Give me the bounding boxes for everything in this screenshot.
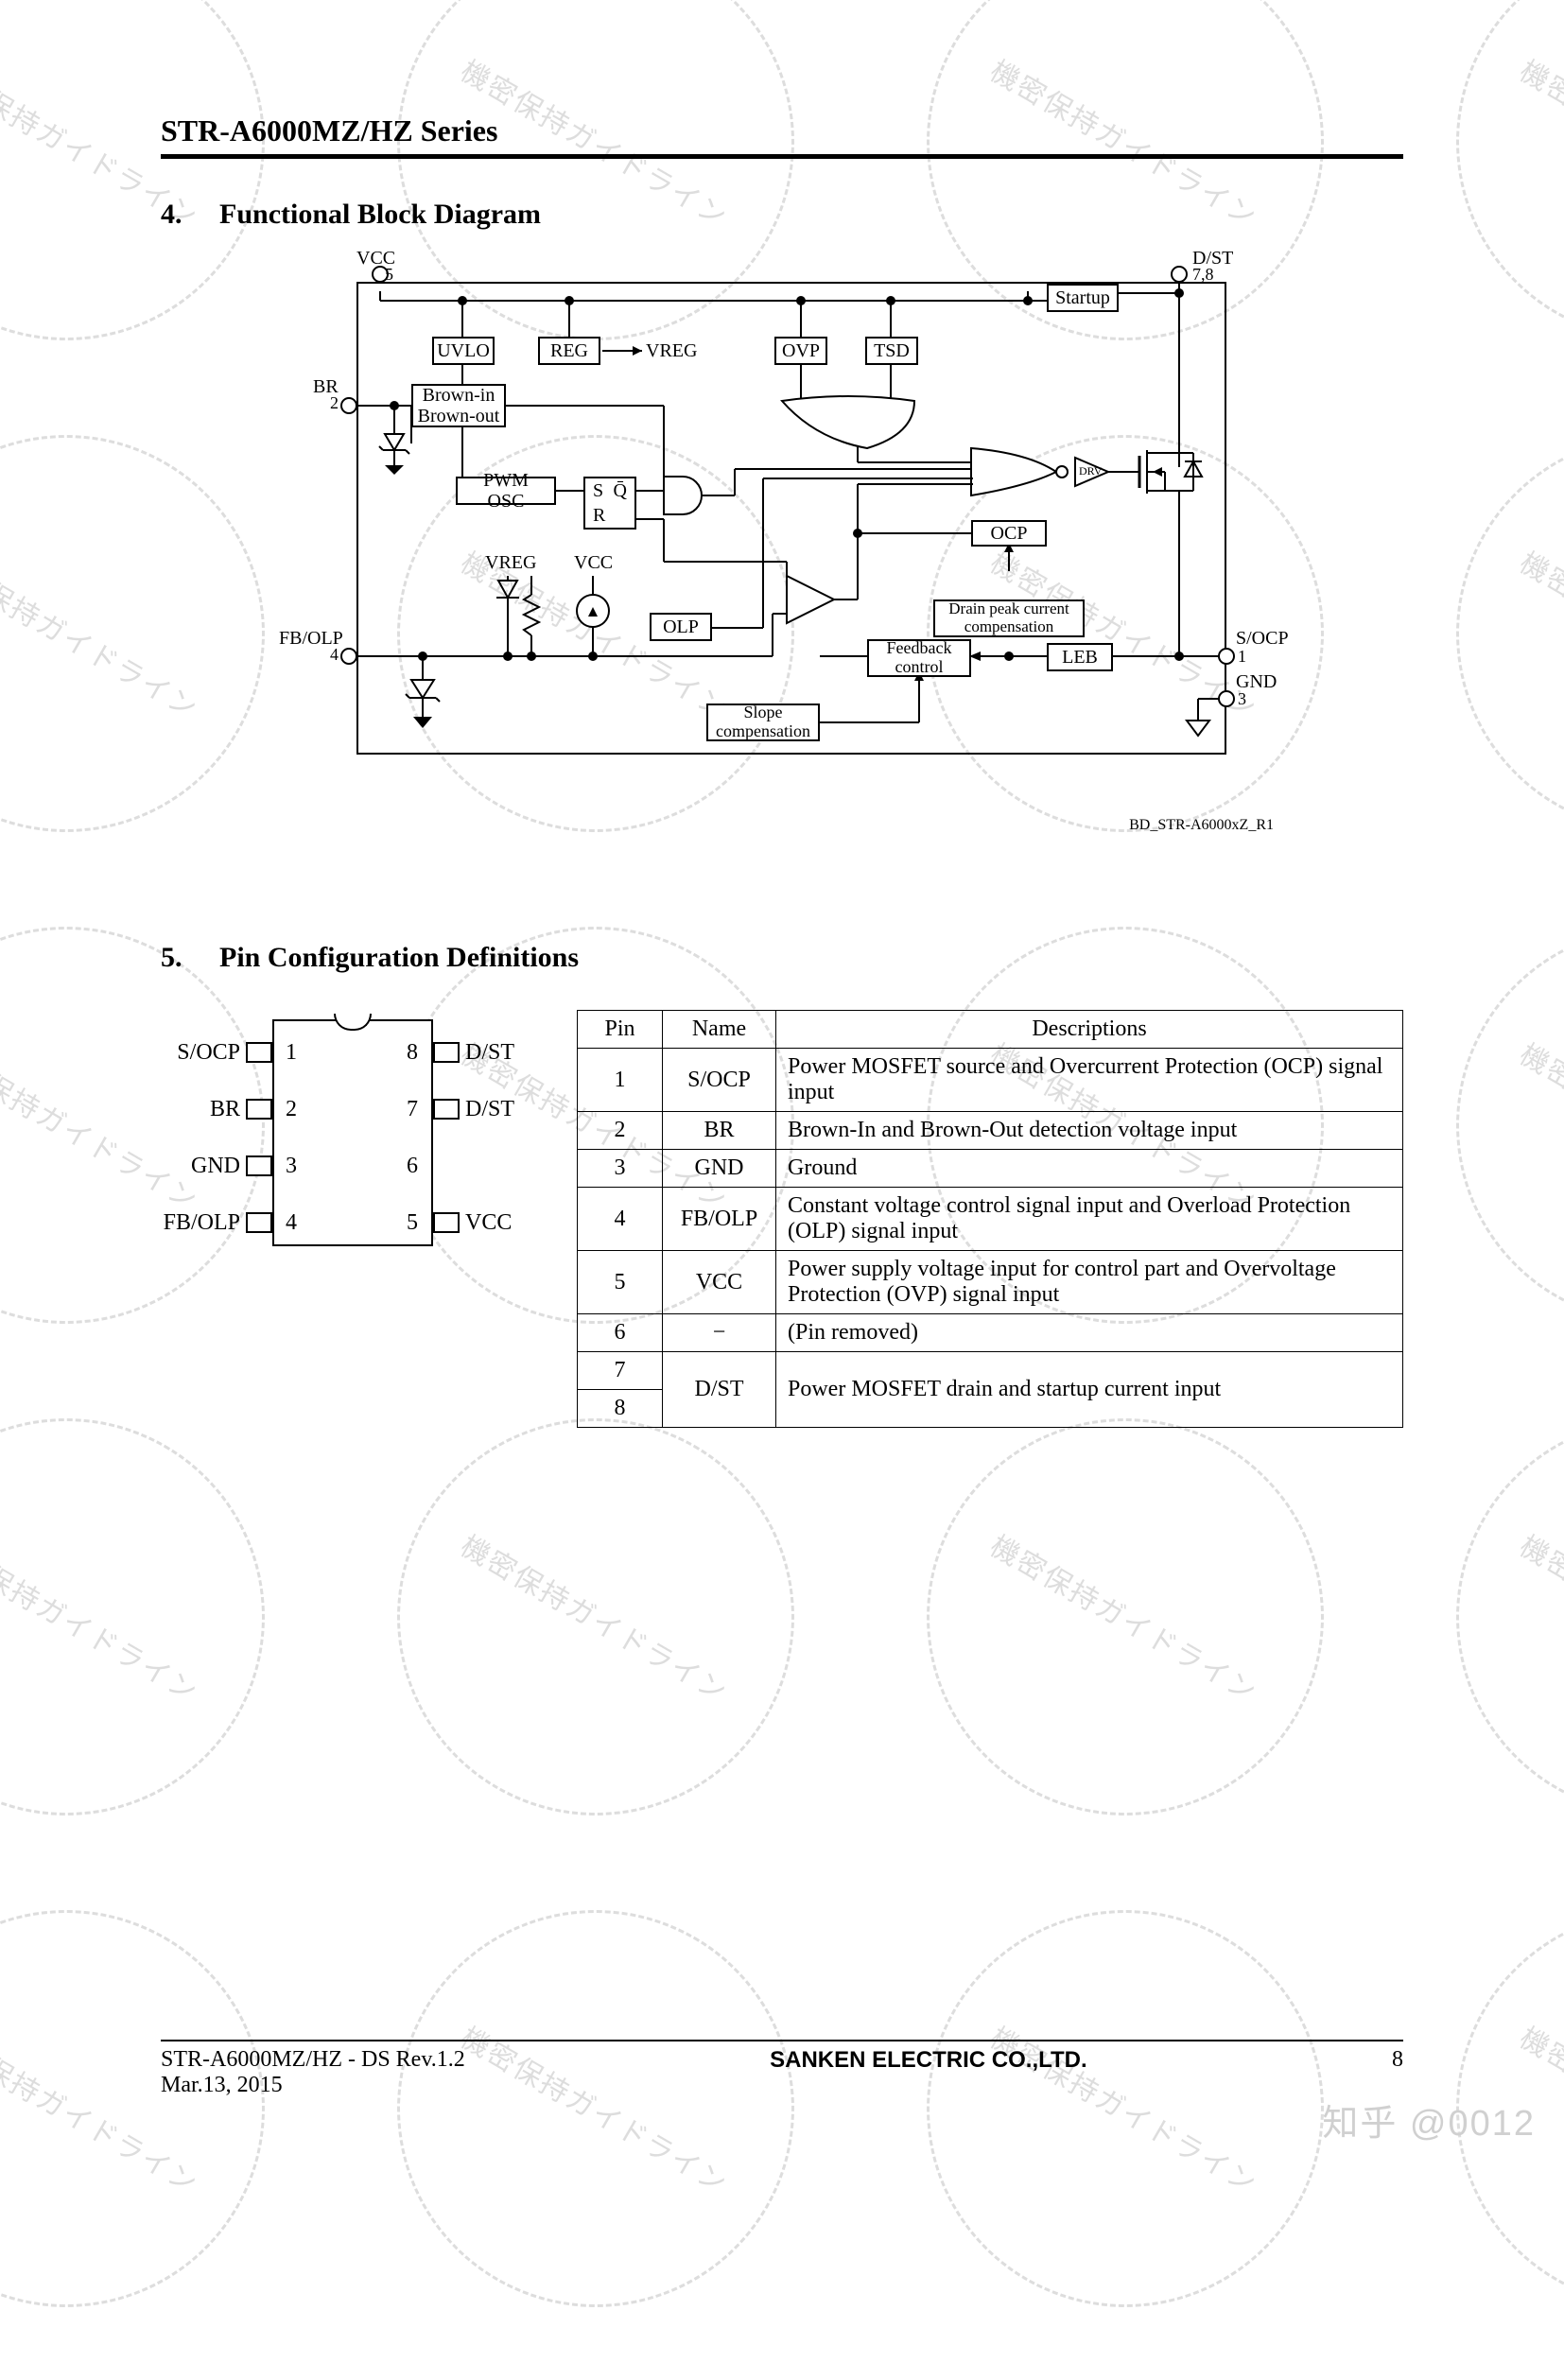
pin-br xyxy=(340,397,357,414)
section-5-heading: 5. Pin Configuration Definitions xyxy=(161,942,1403,974)
pin-dst xyxy=(1171,266,1188,283)
table-row: 6 − (Pin removed) xyxy=(578,1314,1403,1352)
chip-num-4: 4 xyxy=(286,1210,297,1236)
chip-num-2: 2 xyxy=(286,1097,297,1122)
table-row: 2 BR Brown-In and Brown-Out detection vo… xyxy=(578,1112,1403,1150)
block-diagram: VCC 5 D/ST 7,8 BR 2 FB/OLP 4 S/OCP 1 GND… xyxy=(290,250,1274,808)
chip-name-2: BR xyxy=(155,1097,240,1122)
chip-leg-2 xyxy=(246,1099,272,1120)
bd-ref: BD_STR-A6000xZ_R1 xyxy=(1129,817,1274,834)
bd-pwmosc: PWM OSC xyxy=(456,477,556,505)
bd-startup: Startup xyxy=(1047,284,1119,312)
page-content: STR-A6000MZ/HZ Series 4. Functional Bloc… xyxy=(161,113,1403,2098)
chip-leg-4 xyxy=(246,1212,272,1233)
bd-uvlo: UVLO xyxy=(432,337,495,365)
chip-name-3: GND xyxy=(155,1154,240,1179)
chip-num-1: 1 xyxy=(286,1040,297,1066)
bd-ocp: OCP xyxy=(971,520,1047,547)
table-row: 3 GND Ground xyxy=(578,1150,1403,1188)
bd-vreg-lbl: VREG xyxy=(646,340,697,362)
table-row: 4 FB/OLP Constant voltage control signal… xyxy=(578,1188,1403,1251)
section-4-heading: 4. Functional Block Diagram xyxy=(161,199,1403,231)
chip-leg-1 xyxy=(246,1042,272,1063)
table-row: 5 VCC Power supply voltage input for con… xyxy=(578,1251,1403,1314)
bd-vreg2: VREG xyxy=(485,552,536,574)
header-title: STR-A6000MZ/HZ Series xyxy=(161,113,1403,148)
chip-num-5: 5 xyxy=(407,1210,418,1236)
bd-olp: OLP xyxy=(650,613,712,641)
pin-dst-num: 7,8 xyxy=(1192,265,1214,285)
section-5-num: 5. xyxy=(161,942,193,974)
chip-leg-3 xyxy=(246,1155,272,1176)
pin-table-header: Pin Name Descriptions xyxy=(578,1011,1403,1049)
section-4-num: 4. xyxy=(161,199,193,231)
chip-leg-8 xyxy=(433,1042,460,1063)
pin-socp-num: 1 xyxy=(1238,647,1246,667)
chip-num-3: 3 xyxy=(286,1154,297,1179)
chip-outline: 1 2 3 4 8 7 6 5 S/OCP BR GND FB/OLP D/ST… xyxy=(161,1010,539,1256)
chip-num-7: 7 xyxy=(407,1097,418,1122)
bd-vcc2: VCC xyxy=(574,552,613,574)
chip-name-4: FB/OLP xyxy=(155,1210,240,1236)
chip-name-1: S/OCP xyxy=(155,1040,240,1066)
pin-fbolp xyxy=(340,648,357,665)
bd-fbctrl: Feedback control xyxy=(867,639,971,677)
bd-latch: SQ̄ R xyxy=(583,477,636,530)
pin-table: Pin Name Descriptions 1 S/OCP Power MOSF… xyxy=(577,1010,1403,1428)
col-pin: Pin xyxy=(578,1011,663,1049)
table-row: 7 D/ST Power MOSFET drain and startup cu… xyxy=(578,1352,1403,1390)
pin-br-num: 2 xyxy=(330,393,339,413)
chip-name-8: D/ST xyxy=(465,1040,514,1066)
pin-gnd xyxy=(1218,690,1235,707)
table-row: 1 S/OCP Power MOSFET source and Overcurr… xyxy=(578,1049,1403,1112)
pin-vcc-num: 5 xyxy=(385,265,393,285)
pin-socp xyxy=(1218,648,1235,665)
chip-leg-7 xyxy=(433,1099,460,1120)
chip-name-7: D/ST xyxy=(465,1097,514,1122)
pin-fbolp-num: 4 xyxy=(330,645,339,665)
chip-num-8: 8 xyxy=(407,1040,418,1066)
bd-tsd: TSD xyxy=(865,337,918,365)
chip-name-5: VCC xyxy=(465,1210,512,1236)
section-5-title: Pin Configuration Definitions xyxy=(219,942,579,974)
chip-leg-5 xyxy=(433,1212,460,1233)
bd-drainpk: Drain peak current compensation xyxy=(933,599,1085,637)
bd-drv: DRV xyxy=(1079,464,1102,478)
bd-slope: Slope compensation xyxy=(706,704,820,741)
block-diagram-wrap: VCC 5 D/ST 7,8 BR 2 FB/OLP 4 S/OCP 1 GND… xyxy=(161,250,1403,808)
corner-watermark: 知乎 @0012 xyxy=(1322,2093,1536,2145)
bd-brown: Brown-in Brown-out xyxy=(411,384,506,427)
col-desc: Descriptions xyxy=(776,1011,1403,1049)
bd-ovp: OVP xyxy=(774,337,827,365)
col-name: Name xyxy=(663,1011,776,1049)
bd-reg: REG xyxy=(538,337,600,365)
pin-gnd-num: 3 xyxy=(1238,689,1246,709)
section-4-title: Functional Block Diagram xyxy=(219,199,541,231)
bd-leb: LEB xyxy=(1047,643,1113,671)
page-header: STR-A6000MZ/HZ Series xyxy=(161,113,1403,159)
chip-num-6: 6 xyxy=(407,1154,418,1179)
